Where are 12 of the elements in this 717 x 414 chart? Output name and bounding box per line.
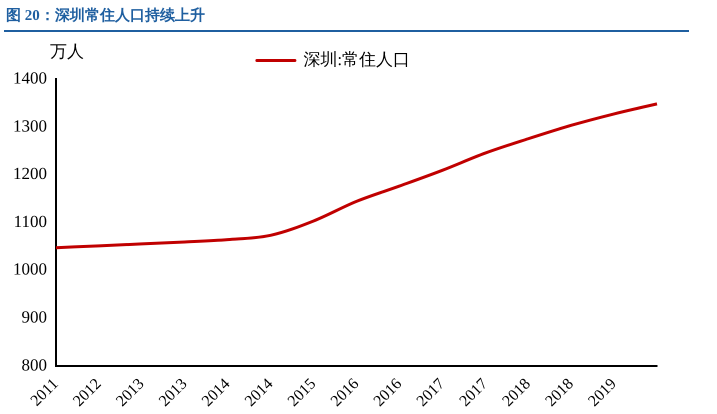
- y-tick-label: 1200: [13, 164, 47, 184]
- y-tick-label: 1400: [13, 68, 47, 88]
- x-tick-label: 2011: [28, 375, 62, 410]
- y-tick-label: 800: [22, 355, 47, 374]
- y-tick-label: 1100: [14, 212, 47, 231]
- legend-label: 深圳:常住人口: [303, 50, 410, 69]
- y-tick-label: 900: [22, 307, 47, 326]
- chart-title: 图 20：深圳常住人口持续上升: [5, 6, 206, 26]
- y-axis-title: 万人: [50, 41, 84, 63]
- y-tick-label: 1300: [13, 116, 47, 136]
- line-series: [54, 102, 658, 250]
- y-tick-label: 1000: [13, 260, 47, 279]
